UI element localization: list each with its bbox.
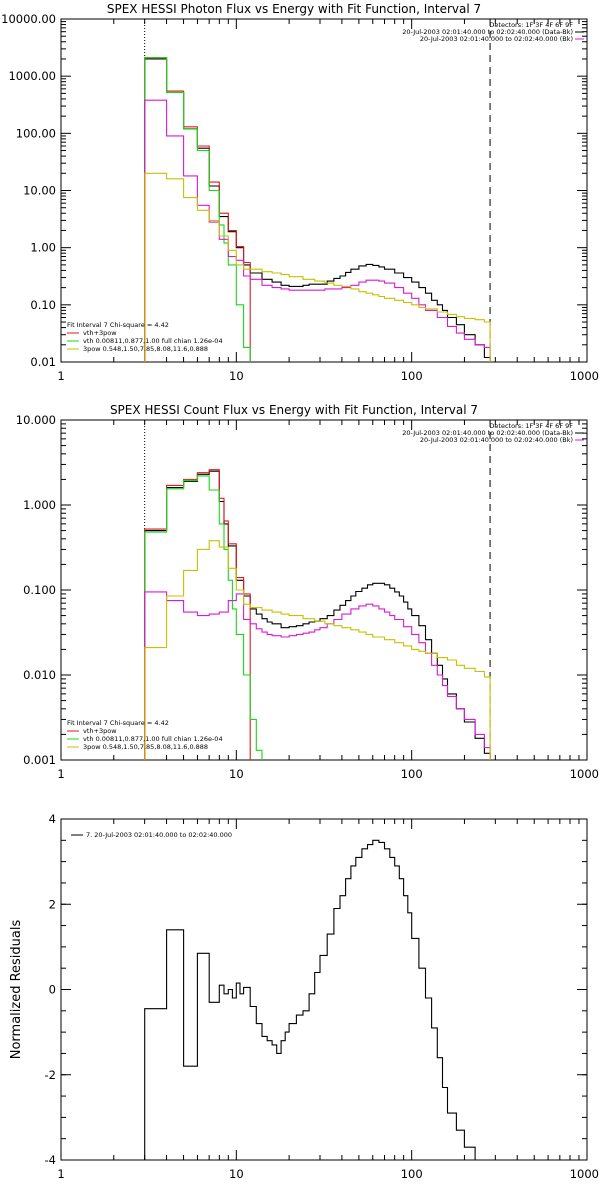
legend-text: 7. 20-Jul-2003 02:01:40.000 to 02:02:40.…: [86, 831, 232, 839]
y-tick-label: 0.010: [23, 668, 56, 682]
chart-panel-1: SPEX HESSI Photon Flux vs Energy with Fi…: [1, 2, 599, 383]
x-tick-label: 1: [57, 1167, 64, 1181]
y-tick-label: 10.00: [23, 184, 56, 198]
legend-text: vth 0.00811,0.877,1.00 full chian 1.26e-…: [83, 735, 223, 743]
y-tick-label: 0.100: [23, 583, 56, 597]
series-group: [144, 469, 491, 760]
x-tick-label: 1: [57, 767, 64, 781]
legend-text: vth+3pow: [83, 329, 117, 337]
x-tick-label: 100: [401, 1167, 423, 1181]
x-tick-label: 1: [57, 369, 64, 383]
y-tick-label: -4: [45, 1153, 56, 1167]
series-line-yellow: [144, 540, 491, 760]
plot-frame: [60, 18, 588, 363]
y-tick-label: 4: [49, 812, 56, 826]
series-line-black: [144, 58, 491, 362]
legend-text: vth 0.00811,0.877,1.00 full chian 1.26e-…: [83, 337, 223, 345]
y-tick-label: 0.001: [23, 753, 56, 767]
y-tick-label: 1.000: [23, 498, 56, 512]
y-tick-label: 100.00: [16, 126, 56, 140]
y-tick-label: 1.00: [30, 241, 56, 255]
legend-text: Fit Interval 7 Chi-square = 4.42: [67, 719, 169, 727]
series-line-yellow: [144, 172, 491, 362]
x-tick-label: 10: [229, 369, 244, 383]
plot-frame: [60, 419, 588, 761]
x-tick-label: 100: [401, 369, 423, 383]
y-tick-label: 10000.00: [1, 12, 56, 26]
series-line-magenta: [144, 99, 491, 362]
x-tick-label: 1000: [570, 767, 599, 781]
chart-title: SPEX HESSI Photon Flux vs Energy with Fi…: [107, 2, 481, 16]
x-tick-label: 10: [229, 1167, 244, 1181]
legend-text: 20-Jul-2003 02:01:40.000 to 02:02:40.000…: [420, 35, 573, 43]
legend-text: 3pow 0.548,1.50,7.85,8.08,11.6,0.888: [83, 345, 208, 353]
legend-text: Fit Interval 7 Chi-square = 4.42: [67, 321, 169, 329]
x-tick-label: 1000: [570, 369, 599, 383]
legend-text: Detectors: 1F 3F 4F 6F 9F: [489, 422, 573, 430]
series-group: [144, 839, 491, 1160]
series-line-green: [144, 475, 263, 760]
chart-title: SPEX HESSI Count Flux vs Energy with Fit…: [110, 403, 478, 417]
legend-text: 20-Jul-2003 02:01:40.000 to 02:02:40.000…: [402, 28, 573, 36]
legend-text: 20-Jul-2003 02:01:40.000 to 02:02:40.000…: [402, 429, 573, 437]
y-axis-label: Normalized Residuals: [9, 920, 24, 1060]
series-line-red: [144, 469, 251, 760]
series-line-green: [144, 57, 251, 362]
y-tick-label: -2: [45, 1068, 56, 1082]
plot-frame: [60, 818, 588, 1161]
y-tick-label: 0.10: [30, 298, 56, 312]
chart-panel-3: 1 10 100 1000 -4 -2 0 2 4 Normalized Residuals 7. …: [9, 812, 599, 1181]
x-tick-label: 1000: [570, 1167, 599, 1181]
series-group: [144, 57, 491, 362]
legend-text: 3pow 0.548,1.50,7.85,8.08,11.6,0.888: [83, 743, 208, 751]
legend-text: vth+3pow: [83, 727, 117, 735]
y-tick-label: 0.01: [30, 355, 56, 369]
series-line-black: [144, 470, 491, 760]
series-line-black: [144, 839, 491, 1160]
x-tick-label: 100: [401, 767, 423, 781]
y-tick-label: 10.000: [16, 413, 56, 427]
y-tick-label: 2: [49, 897, 56, 911]
x-tick-label: 10: [229, 767, 244, 781]
y-tick-label: 1000.00: [8, 69, 56, 83]
legend-text: 20-Jul-2003 02:01:40.000 to 02:02:40.000…: [420, 436, 573, 444]
chart-panel-2: SPEX HESSI Count Flux vs Energy with Fit…: [16, 403, 599, 781]
legend-text: Detectors: 1F 3F 4F 6F 9F: [489, 21, 573, 29]
series-line-magenta: [144, 591, 491, 760]
y-tick-label: 0: [49, 983, 56, 997]
